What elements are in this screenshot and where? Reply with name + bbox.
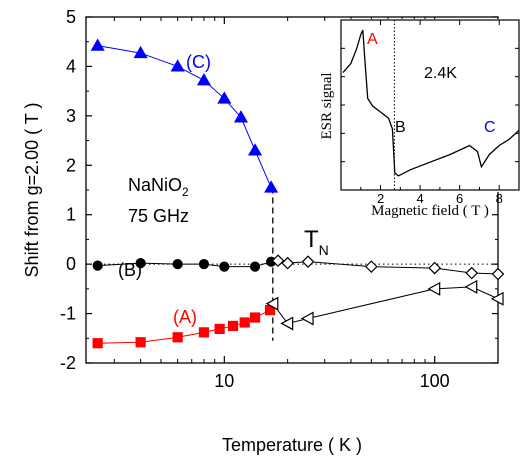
triangle-left-marker [265,296,279,311]
series-markers-4 [265,279,504,331]
square-marker [135,337,146,348]
main-axis-ticks: -2 -1 0 1 2 3 4 5 10 100 [60,7,499,391]
inset-esr-curve [342,29,520,177]
inset-x-tick-label: 4 [416,191,423,206]
inset-label-c: C [484,119,496,136]
circle-marker [249,261,261,272]
series-line-0 [97,45,272,188]
series-label-a: (A) [173,307,197,327]
series-label-b: (B) [118,260,142,280]
y-tick-label: 3 [66,106,76,126]
y-tick-label: -2 [60,353,76,373]
series-label-c: (C) [186,52,211,72]
triangle-marker [170,59,185,72]
main-series-markers [90,38,505,349]
frequency-label: 75 GHz [128,206,189,226]
diamond-marker [281,256,294,270]
inset-x-tick-label: 2 [377,191,384,206]
inset-temperature-label: 2.4K [424,65,457,82]
square-marker [249,312,261,323]
square-marker [172,332,183,343]
triangle-marker [90,38,105,51]
triangle-marker [248,143,263,156]
triangle-left-marker [464,279,478,294]
x-tick-label: 100 [420,371,450,391]
square-marker [198,327,210,338]
circle-marker [172,259,183,270]
tn-label: TN [304,226,329,258]
triangle-marker [133,45,148,59]
y-tick-label: 0 [66,254,76,274]
circle-marker [198,259,210,270]
inset-axis-ticks: 2 4 6 8 [341,20,519,206]
circle-marker [135,258,146,269]
circle-marker [219,261,230,272]
inset-x-axis-label: Magnetic field ( T ) [371,203,489,219]
y-tick-label: 2 [66,155,76,175]
y-tick-label: -1 [60,304,76,324]
triangle-left-marker [300,311,314,326]
square-marker [239,317,250,328]
inset-x-tick-label: 6 [456,191,463,206]
square-marker [227,320,239,332]
series-markers-1 [92,256,277,272]
diamond-marker [301,255,315,269]
inset-x-tick-label: 8 [496,191,503,206]
x-axis-label: Temperature ( K ) [222,435,362,455]
diamond-marker [428,261,442,275]
series-markers-2 [92,305,276,349]
y-axis-label: Shift from g=2.00 ( T ) [22,103,42,278]
triangle-left-marker [427,281,441,296]
inset-y-axis-label: ESR signal [319,72,335,139]
circle-marker [92,260,103,271]
y-tick-label: 1 [66,205,76,225]
compound-label: NaNiO2 [128,175,189,199]
diamond-marker [491,267,505,281]
diamond-marker [365,260,378,273]
triangle-left-marker [490,291,504,306]
x-tick-label: 10 [214,371,234,391]
series-markers-3 [271,254,505,281]
series-markers-0 [90,38,279,193]
inset-label-b: B [395,119,406,136]
triangle-left-marker [280,316,294,331]
inset-background [340,19,520,192]
square-marker [214,323,225,334]
y-tick-label: 5 [66,7,76,27]
triangle-marker [196,73,211,86]
diamond-marker [465,266,479,280]
triangle-marker [233,110,249,123]
diamond-marker [271,254,285,268]
inset-label-a: A [367,31,378,48]
y-tick-label: 4 [66,56,76,76]
triangle-marker [264,180,279,193]
square-marker [92,338,103,349]
triangle-marker [217,91,232,104]
